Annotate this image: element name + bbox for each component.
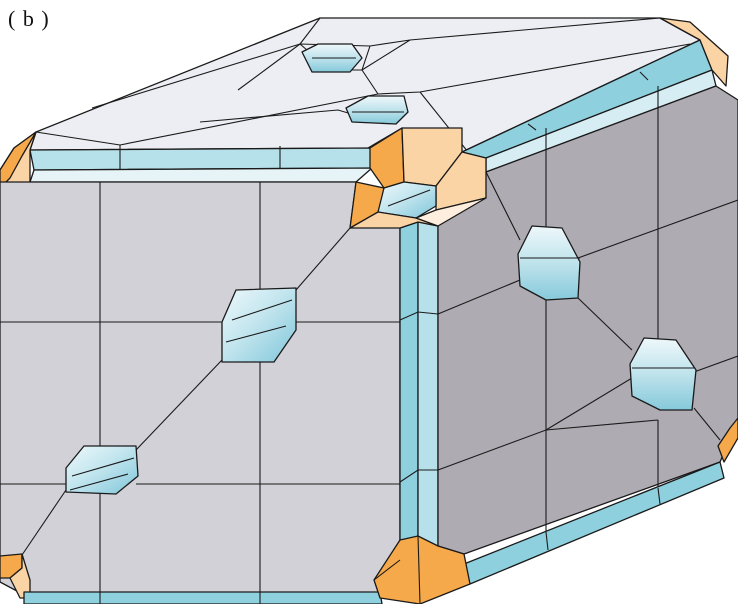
bottom-central-corner	[373, 535, 471, 604]
front-pore-1	[221, 287, 297, 363]
front-pore-2	[65, 445, 139, 495]
central-corner	[349, 127, 487, 229]
top-pore-1	[301, 43, 363, 73]
top-front-edge-strip	[29, 145, 373, 183]
right-lower-corner	[717, 417, 738, 463]
far-corner	[659, 17, 729, 87]
right-pore-2	[629, 337, 697, 411]
front-face	[0, 181, 401, 599]
front-bottom-left-corner	[0, 553, 31, 599]
top-pore-2	[345, 95, 409, 125]
front-bottom-edge-strip	[23, 591, 383, 604]
panel-label: ( b )	[8, 6, 50, 31]
right-pore-1	[517, 225, 581, 301]
vertical-edge-strip	[399, 221, 439, 561]
